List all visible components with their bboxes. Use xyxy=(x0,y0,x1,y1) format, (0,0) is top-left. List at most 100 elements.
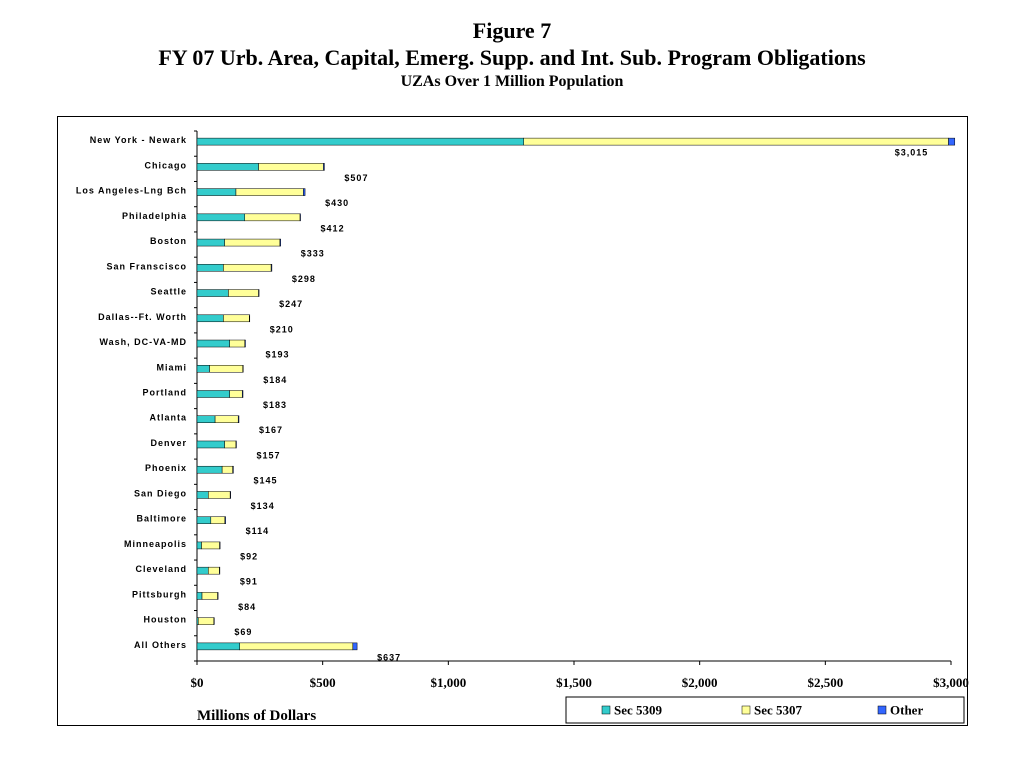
x-axis-label: Millions of Dollars xyxy=(197,708,316,724)
bar-segment xyxy=(196,314,224,323)
total-value-label: $507 xyxy=(344,173,368,183)
category-label: Phoenix xyxy=(145,463,187,473)
bar-segment xyxy=(196,238,225,247)
bar-segment xyxy=(196,465,223,474)
bar-segment xyxy=(229,339,246,348)
bar-segment xyxy=(299,213,301,222)
category-label: San Diego xyxy=(134,488,187,498)
bar-segment xyxy=(303,188,306,196)
bar-segment xyxy=(948,137,956,146)
bar-segment xyxy=(258,289,260,297)
chart-frame: $0 $500 $1,000 $1,500 $2,000 $2,500 $3,000 New … xyxy=(57,116,969,726)
bar-segment xyxy=(196,541,202,550)
bar-segment xyxy=(196,516,212,524)
chart-subtitle: FY 07 Urb. Area, Capital, Emerg. Supp. a… xyxy=(158,45,866,70)
bar-segment xyxy=(244,213,301,222)
bar-segment xyxy=(198,617,215,625)
bar-segment xyxy=(219,541,221,550)
bar-segment xyxy=(228,289,259,297)
bar-segment xyxy=(223,264,272,272)
bar-segment xyxy=(196,390,230,398)
category-label: Chicago xyxy=(144,160,187,170)
x-tick-label: $500 xyxy=(310,675,336,690)
category-label: New York - Newark xyxy=(90,135,187,145)
bar-segment xyxy=(235,188,304,196)
legend-label: Other xyxy=(890,703,923,718)
bar-segment xyxy=(213,617,215,625)
total-value-label: $333 xyxy=(301,249,325,259)
chart-titles: Figure 7 FY 07 Urb. Area, Capital, Emerg… xyxy=(0,18,1024,93)
bar-segment xyxy=(209,365,243,373)
total-value-label: $91 xyxy=(240,577,258,587)
total-value-label: $412 xyxy=(321,223,345,233)
category-label: Dallas--Ft. Worth xyxy=(98,312,187,322)
bar-segment xyxy=(196,264,224,272)
total-value-label: $157 xyxy=(256,450,280,460)
bar-segment xyxy=(270,264,273,272)
x-tick-label: $1,500 xyxy=(556,675,592,690)
bar-segment xyxy=(196,415,216,423)
category-label: Minneapolis xyxy=(124,539,187,549)
bar-segment xyxy=(229,390,243,398)
bar-segment xyxy=(229,491,231,499)
category-label: Cleveland xyxy=(135,564,187,574)
bar-segment xyxy=(196,339,230,348)
bar-segment xyxy=(223,314,250,323)
category-label: Atlanta xyxy=(149,413,187,423)
total-value-label: $134 xyxy=(251,501,275,511)
bar-segment xyxy=(279,238,281,247)
category-label: All Others xyxy=(134,640,187,650)
bar-segment xyxy=(224,238,281,247)
category-label: Wash, DC-VA-MD xyxy=(100,337,188,347)
category-label: Seattle xyxy=(150,287,187,297)
category-label: Los Angeles-Lng Bch xyxy=(76,186,187,196)
bar-segment xyxy=(258,163,324,171)
category-label: Philadelphia xyxy=(122,211,187,221)
x-tick-label: $1,000 xyxy=(430,675,466,690)
bar-segment xyxy=(249,314,251,323)
total-value-label: $247 xyxy=(279,299,303,309)
legend-box xyxy=(565,696,965,724)
legend-label: Sec 5309 xyxy=(614,703,663,718)
bar-segment xyxy=(224,516,226,524)
category-label: Houston xyxy=(144,615,188,625)
bar-segment xyxy=(241,390,244,398)
bar-segment xyxy=(196,365,210,373)
total-value-label: $84 xyxy=(238,602,256,612)
bar-segment xyxy=(210,516,226,524)
total-value-label: $193 xyxy=(266,350,290,360)
bar-segment xyxy=(196,213,246,222)
bar-segment xyxy=(221,465,233,474)
category-label: Boston xyxy=(150,236,187,246)
bar-segment xyxy=(239,642,354,651)
x-tick-label: $2,500 xyxy=(807,675,843,690)
bar-segment xyxy=(201,541,220,550)
category-label: Baltimore xyxy=(136,514,187,524)
bar-segment xyxy=(196,592,203,600)
bar-segment xyxy=(196,289,229,297)
legend-swatch xyxy=(877,705,887,715)
x-tick-label: $0 xyxy=(191,675,204,690)
bar-segment xyxy=(208,566,220,575)
bar-segment xyxy=(196,566,209,575)
total-value-label: $298 xyxy=(292,274,316,284)
legend-swatch xyxy=(601,705,611,715)
bar-segment xyxy=(352,642,358,651)
bar-segment xyxy=(196,137,524,146)
bar-segment xyxy=(237,415,240,423)
bar-segment xyxy=(196,188,237,196)
total-value-label: $92 xyxy=(240,551,258,561)
bar-segment xyxy=(214,415,239,423)
total-value-label: $3,015 xyxy=(895,148,929,158)
total-value-label: $637 xyxy=(377,652,401,662)
total-value-label: $145 xyxy=(253,476,277,486)
bar-segment xyxy=(244,339,246,348)
total-value-label: $430 xyxy=(325,198,349,208)
category-label: Portland xyxy=(142,388,187,398)
category-label: Denver xyxy=(150,438,187,448)
bar-segment xyxy=(323,163,325,171)
legend-swatch xyxy=(741,705,751,715)
bar-segment xyxy=(242,365,244,373)
bar-segment xyxy=(235,440,237,449)
bar-segment xyxy=(523,137,949,146)
